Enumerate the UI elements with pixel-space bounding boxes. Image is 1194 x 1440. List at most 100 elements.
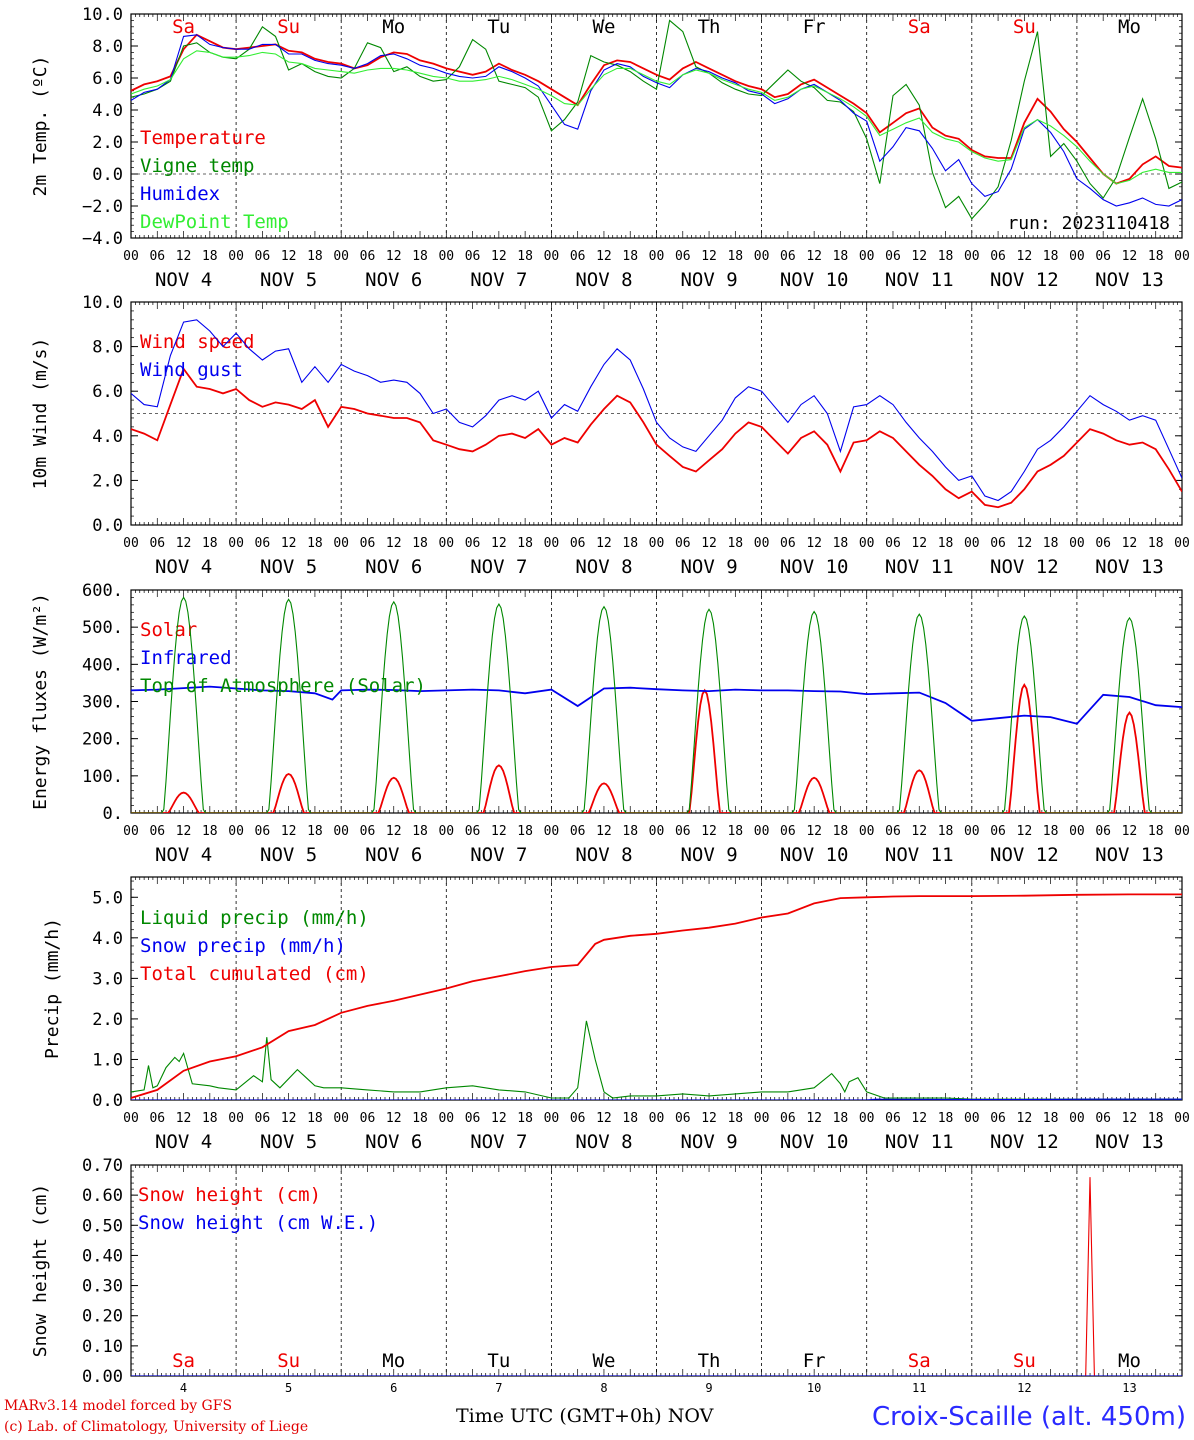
hour-label: 12: [806, 824, 822, 839]
legend-entry: Snow precip (mm/h): [140, 935, 346, 957]
hour-label: 00: [123, 1111, 139, 1126]
weekday-label: Su: [277, 1350, 300, 1372]
y-tick-label: 0.0: [92, 516, 123, 536]
hour-label: 06: [885, 824, 901, 839]
hour-label: 18: [622, 824, 638, 839]
legend-entry: Wind speed: [140, 331, 254, 353]
day-number-label: 7: [495, 1381, 502, 1395]
hour-label: 18: [938, 249, 954, 264]
panel-snow: 0.00 0.10 0.20 0.30 0.40 0.50 0.60 0.70 Snow hei…: [30, 1156, 1183, 1395]
hour-label: 00: [123, 536, 139, 551]
y-tick-label: 0.0: [92, 1091, 123, 1111]
hour-label: 18: [727, 536, 743, 551]
y-tick-label: 600.: [82, 581, 123, 601]
day-label: NOV 8: [575, 1131, 632, 1153]
hour-label: 12: [176, 1111, 192, 1126]
hour-label: 00: [1069, 536, 1085, 551]
hour-label: 18: [938, 536, 954, 551]
weekday-label: Su: [1013, 1350, 1036, 1372]
station-name: Croix-Scaille (alt. 450m): [872, 1402, 1186, 1432]
day-label: NOV 6: [365, 269, 422, 291]
hour-label: 00: [333, 536, 349, 551]
y-tick-label: 8.0: [92, 338, 123, 358]
hour-label: 12: [596, 1111, 612, 1126]
hour-label: 18: [622, 1111, 638, 1126]
hour-label: 18: [517, 536, 533, 551]
hour-label: 00: [964, 824, 980, 839]
series-temperature: [131, 33, 1182, 185]
hour-label: 06: [570, 824, 586, 839]
hour-label: 12: [806, 1111, 822, 1126]
series-snow-precip-mm-h: [131, 1098, 1182, 1100]
hour-label: 18: [412, 249, 428, 264]
day-number-label: 12: [1017, 1381, 1031, 1395]
hour-label: 00: [859, 824, 875, 839]
hour-label: 06: [360, 824, 376, 839]
day-label: NOV 8: [575, 556, 632, 578]
day-label: NOV 11: [885, 844, 954, 866]
hour-label: 00: [649, 824, 665, 839]
day-number-label: 10: [807, 1381, 821, 1395]
day-label: NOV 12: [990, 844, 1059, 866]
hour-label: 06: [149, 824, 165, 839]
day-label: NOV 9: [680, 556, 737, 578]
hour-label: 18: [517, 1111, 533, 1126]
hour-label: 12: [1017, 249, 1033, 264]
hour-label: 06: [990, 536, 1006, 551]
hour-label: 12: [281, 536, 297, 551]
hour-label: 12: [806, 536, 822, 551]
hour-label: 12: [1122, 1111, 1138, 1126]
hour-label: 12: [491, 536, 507, 551]
legend-entry: Liquid precip (mm/h): [140, 907, 369, 929]
hour-label: 00: [438, 1111, 454, 1126]
series-top-of-atmosphere-solar: [131, 596, 1182, 813]
hour-label: 06: [885, 1111, 901, 1126]
day-label: NOV 4: [155, 269, 212, 291]
hour-label: 00: [438, 249, 454, 264]
legend-entry: Solar: [140, 619, 197, 641]
y-tick-label: 0.20: [82, 1307, 123, 1327]
y-tick-label: 4.0: [92, 427, 123, 447]
day-label: NOV 9: [680, 269, 737, 291]
hour-label: 00: [754, 249, 770, 264]
hour-label: 06: [360, 536, 376, 551]
hour-label: 18: [833, 824, 849, 839]
day-label: NOV 6: [365, 556, 422, 578]
hour-label: 00: [333, 1111, 349, 1126]
y-tick-label: 4.0: [92, 929, 123, 949]
y-tick-label: 2.0: [92, 133, 123, 153]
hour-label: 00: [228, 1111, 244, 1126]
y-tick-label: −2.0: [82, 197, 123, 217]
y-axis-label: Precip (mm/h): [42, 918, 63, 1059]
hour-label: 18: [938, 824, 954, 839]
hour-label: 18: [938, 1111, 954, 1126]
hour-label: 12: [1017, 1111, 1033, 1126]
y-tick-label: 6.0: [92, 69, 123, 89]
hour-label: 00: [123, 824, 139, 839]
day-label: NOV 7: [470, 844, 527, 866]
plot-frame: [130, 13, 1183, 239]
y-tick-label: 2.0: [92, 1010, 123, 1030]
hour-label: 12: [911, 824, 927, 839]
hour-label: 00: [333, 249, 349, 264]
hour-label: 18: [1043, 536, 1059, 551]
hour-label: 06: [780, 1111, 796, 1126]
hour-label: 06: [885, 249, 901, 264]
hour-label: 12: [596, 824, 612, 839]
day-number-label: 9: [705, 1381, 712, 1395]
hour-label: 06: [255, 824, 271, 839]
day-label: NOV 10: [780, 556, 849, 578]
day-label: NOV 10: [780, 269, 849, 291]
day-label: NOV 13: [1095, 269, 1164, 291]
day-label: NOV 13: [1095, 556, 1164, 578]
day-label: NOV 10: [780, 1131, 849, 1153]
y-tick-label: 500.: [82, 618, 123, 638]
hour-label: 06: [780, 824, 796, 839]
hour-label: 12: [176, 249, 192, 264]
day-label: NOV 4: [155, 844, 212, 866]
hour-label: 18: [1148, 536, 1164, 551]
hour-label: 06: [780, 536, 796, 551]
weekday-label: Su: [1013, 16, 1036, 38]
hour-label: 12: [491, 824, 507, 839]
hour-label: 06: [1095, 536, 1111, 551]
